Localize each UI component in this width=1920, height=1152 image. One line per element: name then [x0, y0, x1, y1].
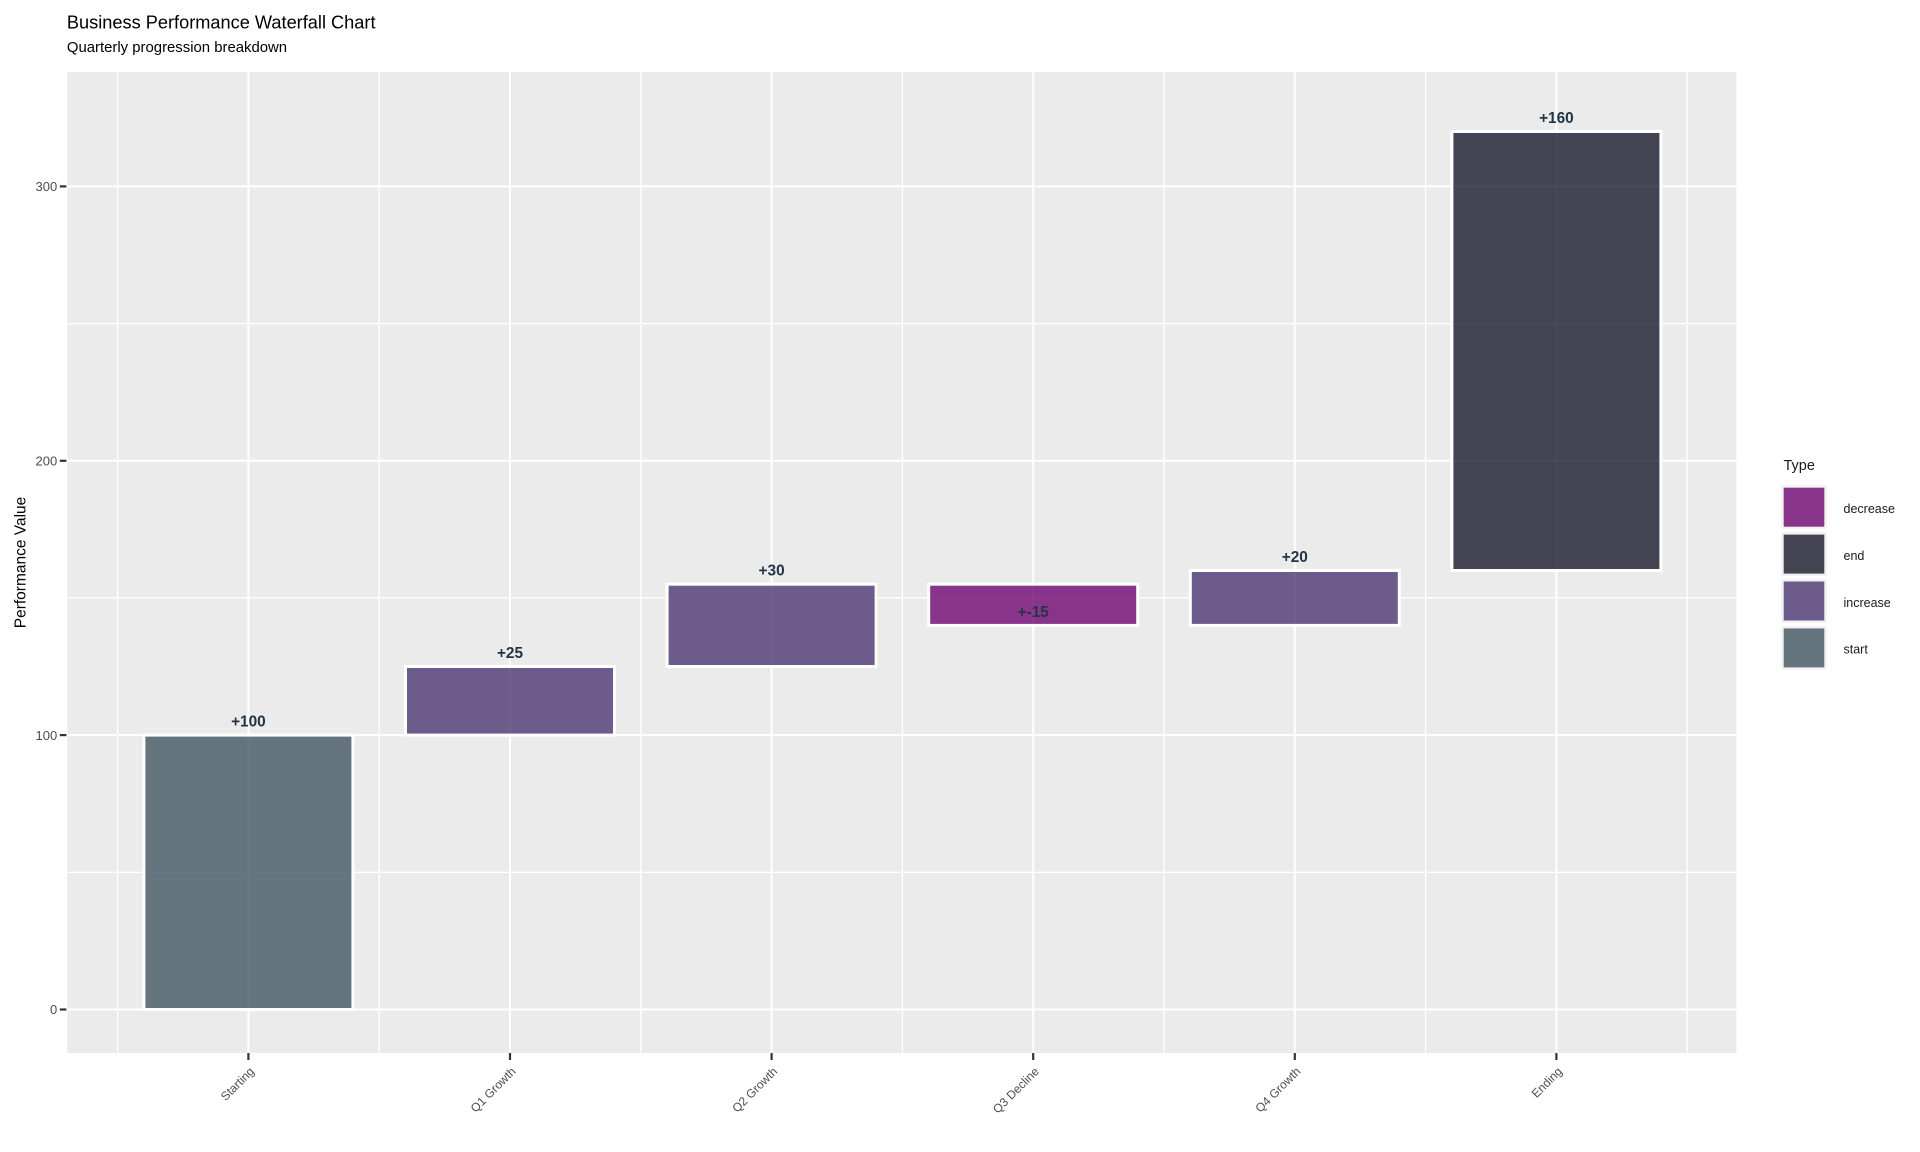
svg-text:Quarterly progression breakdow: Quarterly progression breakdown: [67, 40, 287, 56]
svg-text:+20: +20: [1282, 549, 1308, 566]
svg-text:200: 200: [35, 454, 57, 469]
svg-text:+30: +30: [759, 563, 785, 580]
svg-text:increase: increase: [1844, 596, 1891, 610]
svg-text:0: 0: [50, 1002, 57, 1017]
svg-text:Business Performance Waterfall: Business Performance Waterfall Chart: [67, 13, 376, 33]
svg-text:+25: +25: [497, 645, 524, 662]
svg-text:start: start: [1844, 643, 1869, 657]
svg-text:+100: +100: [231, 714, 266, 731]
svg-text:Performance Value: Performance Value: [13, 497, 30, 629]
svg-text:+-15: +-15: [1018, 604, 1050, 621]
svg-text:Type: Type: [1784, 458, 1815, 474]
svg-text:decrease: decrease: [1844, 502, 1895, 516]
svg-text:300: 300: [35, 179, 57, 194]
svg-text:end: end: [1844, 549, 1865, 563]
svg-text:+160: +160: [1539, 110, 1574, 127]
svg-text:100: 100: [35, 728, 57, 743]
